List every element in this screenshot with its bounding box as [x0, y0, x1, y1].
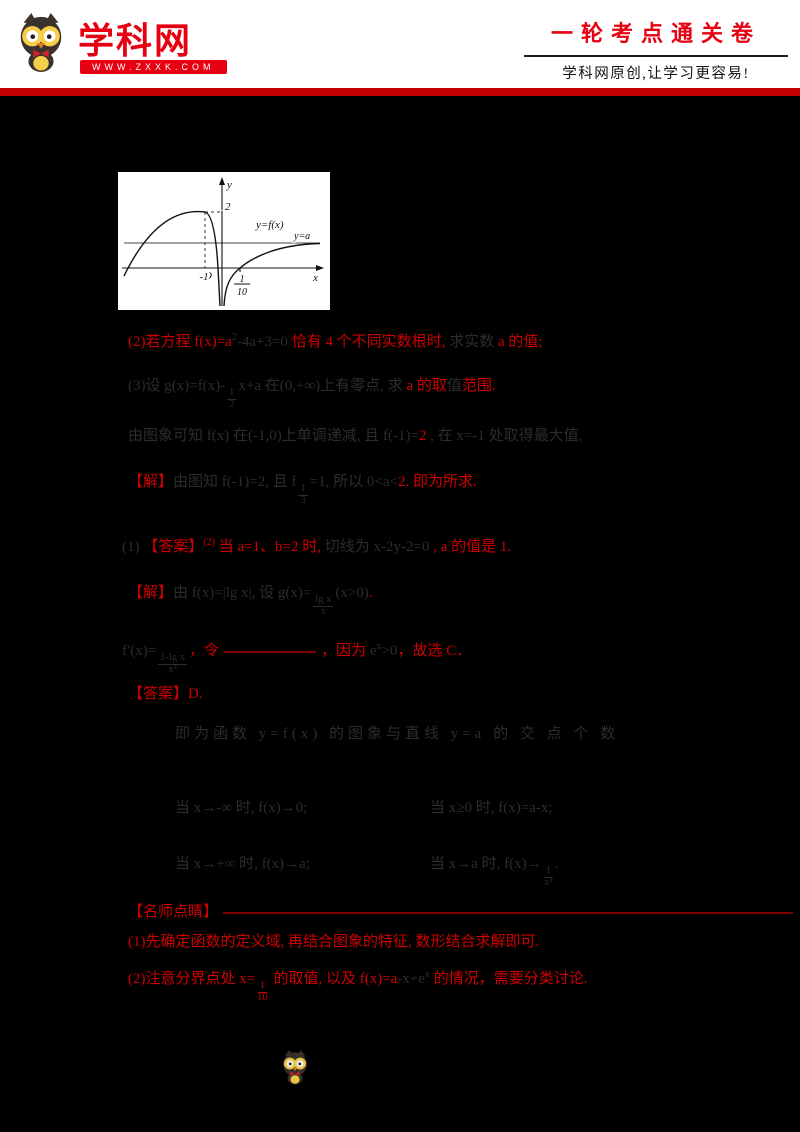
text-line: 【答案】D. — [128, 686, 203, 702]
text-line: (2)若方程 f(x)=a2-4a+3=0 恰有 4 个不同实数根时, 求实数 … — [128, 332, 543, 350]
text-line: (2)注意分界点处 x= 1 10 的取值, 以及 f(x)=a-x+ex 的情况，… — [128, 969, 588, 1003]
header-right-block: 一轮考点通关卷 学科网原创,让学习更容易! — [524, 16, 788, 83]
brand-name: 学科网 — [78, 20, 193, 61]
asymptote-label: y=a — [293, 231, 310, 242]
footer-owl-mascot-icon — [283, 1050, 307, 1085]
text-line: f′(x)= 1-lg x x² ，令 ，因为 ex>0，故选 C． — [122, 641, 472, 675]
text-line: 由图象可知 f(x) 在(-1,0)上单调递减, 且 f(-1)=2 , 在 x… — [128, 428, 583, 444]
text-line: (1) 【答案】(2) 当 a=1、b=2 时, 切线为 x-2y-2=0 , … — [122, 537, 512, 555]
curve-left-branch — [123, 210, 221, 307]
x-axis-label: x — [312, 272, 318, 284]
red-underline — [223, 911, 794, 914]
edition-title: 一轮考点通关卷 — [550, 21, 761, 46]
text-line: 【解】由图知 f(-1)=2, 且 f 1 3 =1, 所以 0<a<2. 即为所求. — [128, 474, 477, 506]
curve-label: y=f(x) — [255, 219, 284, 231]
origin-label: O — [204, 270, 212, 282]
x-axis-arrow — [316, 265, 324, 271]
y-axis-label: y — [226, 179, 232, 191]
text-line: 即为函数 y=f(x) 的图象与直线 y=a 的 交 点 个 数 — [175, 726, 620, 742]
text-line: 当 x→-∞ 时, f(x)→0; — [175, 800, 308, 816]
fraction: 1 10 — [257, 980, 268, 1003]
red-underline — [224, 650, 317, 653]
owl-mascot-icon — [20, 13, 62, 72]
text-line: 【解】由 f(x)=|lg x|, 设 g(x)= lg x x (x>0). — [128, 585, 373, 617]
max-value-label: 2 — [225, 201, 231, 213]
frac-denominator: 10 — [237, 287, 247, 298]
fraction: 1 x² — [543, 865, 553, 888]
text-line: 当 x≥0 时, f(x)=a-x; — [430, 800, 553, 816]
curve-right-branch — [223, 242, 321, 307]
header-red-rule — [0, 88, 800, 96]
fraction: 1-lg x x² — [158, 652, 188, 675]
text-line: (3)设 g(x)=f(x)- 1 2 x+a 在(0,+∞)上有零点, 求 a 的取… — [128, 378, 496, 410]
function-graph: y x 2 O -1 1 10 y=f(x) y=a — [118, 172, 330, 310]
function-graph-svg: y x 2 O -1 1 10 y=f(x) y=a — [122, 177, 324, 307]
neg-one-label: -1 — [199, 271, 208, 283]
brand-slogan: 学科网原创,让学习更容易! — [562, 66, 750, 82]
header-divider — [524, 55, 788, 57]
text-line: (1)先确定函数的定义域, 再结合图象的特征, 数形结合求解即可. — [128, 934, 540, 950]
frac-numerator: 1 — [240, 274, 245, 285]
brand-url: WWW.ZXXK.COM — [80, 60, 227, 74]
text-line: 当 x→+∞ 时, f(x)→a; — [175, 856, 310, 872]
text-line: 【名师点睛】 — [128, 903, 798, 922]
text-line: 当 x→a 时, f(x)→ 1 x². — [430, 856, 559, 888]
page-header: 学科网 WWW.ZXXK.COM 一轮考点通关卷 学科网原创,让学习更容易! — [0, 0, 800, 88]
y-axis-arrow — [219, 177, 225, 185]
